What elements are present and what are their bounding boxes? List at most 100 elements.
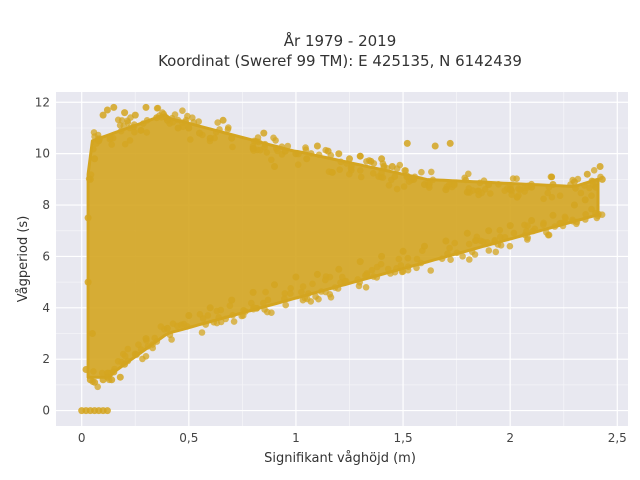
- data-point: [368, 266, 376, 274]
- y-tick-label: 2: [42, 352, 50, 366]
- data-point: [169, 118, 177, 126]
- data-point: [570, 201, 578, 209]
- data-point: [506, 242, 514, 250]
- data-point: [562, 215, 569, 222]
- data-point: [335, 265, 343, 273]
- data-point: [121, 140, 129, 148]
- data-point: [444, 250, 451, 257]
- data-point: [397, 262, 405, 269]
- data-point: [528, 183, 536, 191]
- data-point: [284, 142, 292, 150]
- data-point: [393, 185, 401, 193]
- data-point: [249, 288, 257, 296]
- data-point: [157, 323, 165, 330]
- data-point: [373, 274, 381, 281]
- data-point: [335, 150, 343, 158]
- chart-title-line-1: År 1979 - 2019: [284, 31, 397, 50]
- data-point: [264, 308, 271, 316]
- data-point: [117, 127, 125, 135]
- data-point: [431, 142, 439, 150]
- data-point: [273, 145, 280, 152]
- data-point: [108, 141, 115, 148]
- data-point: [144, 343, 152, 350]
- data-point: [495, 181, 502, 188]
- x-tick-label: 0,5: [179, 431, 198, 445]
- data-point: [228, 296, 236, 304]
- data-point: [356, 279, 364, 286]
- data-point: [210, 319, 218, 326]
- data-point: [224, 126, 232, 133]
- data-point: [540, 221, 547, 228]
- chart-title-line-2: Koordinat (Sweref 99 TM): E 425135, N 61…: [158, 52, 522, 70]
- data-point: [327, 294, 335, 301]
- data-point: [398, 268, 406, 276]
- x-axis-ticks: 0 0,5 1 1,5 2 2,5: [78, 431, 627, 445]
- data-point: [315, 295, 322, 303]
- data-point: [114, 358, 122, 365]
- y-tick-label: 4: [42, 301, 50, 315]
- data-point: [169, 320, 177, 328]
- data-point: [264, 296, 272, 304]
- data-point: [583, 170, 591, 178]
- data-point: [362, 284, 370, 291]
- data-point: [497, 242, 505, 249]
- data-point: [249, 145, 257, 152]
- data-point: [491, 238, 498, 246]
- data-point: [523, 227, 530, 235]
- data-point: [153, 105, 161, 112]
- data-point: [143, 129, 151, 136]
- data-point: [428, 168, 435, 176]
- data-point: [418, 168, 425, 176]
- data-point: [356, 152, 364, 160]
- data-point: [510, 229, 518, 237]
- data-point: [451, 239, 459, 247]
- data-point: [86, 175, 94, 183]
- point-cloud: [78, 103, 606, 415]
- y-tick-label: 0: [42, 404, 50, 418]
- data-point: [462, 176, 470, 184]
- data-point: [204, 312, 212, 319]
- data-point: [95, 137, 103, 145]
- data-point: [159, 109, 166, 116]
- data-point: [417, 259, 425, 267]
- data-point: [116, 373, 124, 381]
- x-axis-label: Signifikant våghöjd (m): [264, 451, 416, 466]
- data-point: [126, 124, 133, 132]
- data-point: [177, 321, 185, 329]
- data-point: [447, 256, 454, 264]
- data-point: [137, 346, 145, 353]
- data-point: [206, 304, 214, 312]
- data-point: [540, 195, 547, 203]
- data-point: [261, 140, 269, 148]
- data-point: [281, 290, 289, 297]
- data-point: [427, 267, 435, 274]
- data-point: [153, 338, 161, 345]
- data-point: [551, 223, 559, 230]
- data-point: [378, 252, 386, 260]
- data-point: [463, 188, 471, 196]
- data-point: [230, 318, 238, 325]
- data-point: [121, 109, 129, 117]
- data-point: [124, 345, 132, 353]
- data-point: [556, 220, 563, 227]
- data-point: [453, 249, 461, 257]
- data-point: [596, 163, 604, 170]
- data-point: [226, 302, 234, 310]
- data-point: [131, 111, 139, 119]
- data-point: [110, 103, 118, 111]
- data-point: [215, 314, 222, 321]
- data-point: [549, 211, 557, 219]
- data-point: [217, 306, 225, 314]
- data-point: [131, 128, 138, 136]
- data-point: [298, 288, 305, 296]
- data-point: [185, 312, 193, 319]
- data-point: [337, 158, 345, 166]
- data-point: [556, 192, 564, 199]
- data-point: [228, 134, 236, 142]
- data-point: [387, 270, 394, 277]
- data-point: [485, 227, 493, 235]
- data-point: [90, 145, 97, 153]
- data-point: [367, 157, 375, 165]
- chart-title-group: År 1979 - 2019 Koordinat (Sweref 99 TM):…: [158, 31, 522, 70]
- data-point: [459, 252, 466, 260]
